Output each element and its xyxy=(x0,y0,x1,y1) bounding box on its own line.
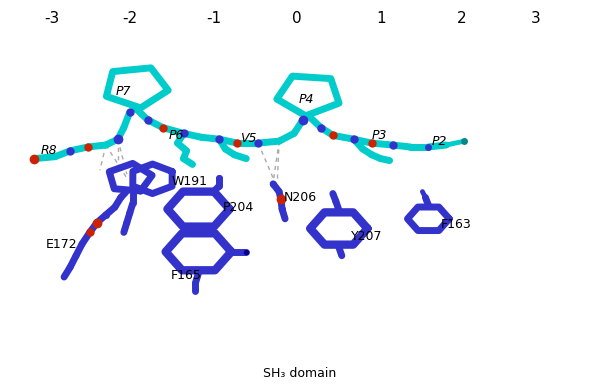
Text: -3: -3 xyxy=(44,11,60,26)
Text: SH₃ domain: SH₃ domain xyxy=(263,367,337,380)
Text: V5: V5 xyxy=(240,132,257,145)
Text: -1: -1 xyxy=(206,11,221,26)
Text: F165: F165 xyxy=(171,269,202,282)
Text: P7: P7 xyxy=(116,85,131,98)
Text: P3: P3 xyxy=(371,129,387,142)
Text: E172: E172 xyxy=(46,237,78,251)
Text: P2: P2 xyxy=(431,135,447,148)
Text: P204: P204 xyxy=(223,201,254,213)
Text: W191: W191 xyxy=(172,176,208,188)
Text: 2: 2 xyxy=(457,11,466,26)
Text: P6: P6 xyxy=(169,129,184,142)
Text: Y207: Y207 xyxy=(351,230,382,243)
Text: 0: 0 xyxy=(292,11,302,26)
Text: -2: -2 xyxy=(122,11,137,26)
Text: R8: R8 xyxy=(40,144,57,157)
Text: N206: N206 xyxy=(284,191,317,204)
Text: P4: P4 xyxy=(298,93,314,106)
Text: 1: 1 xyxy=(376,11,385,26)
Text: 3: 3 xyxy=(531,11,541,26)
Text: F163: F163 xyxy=(440,218,471,231)
